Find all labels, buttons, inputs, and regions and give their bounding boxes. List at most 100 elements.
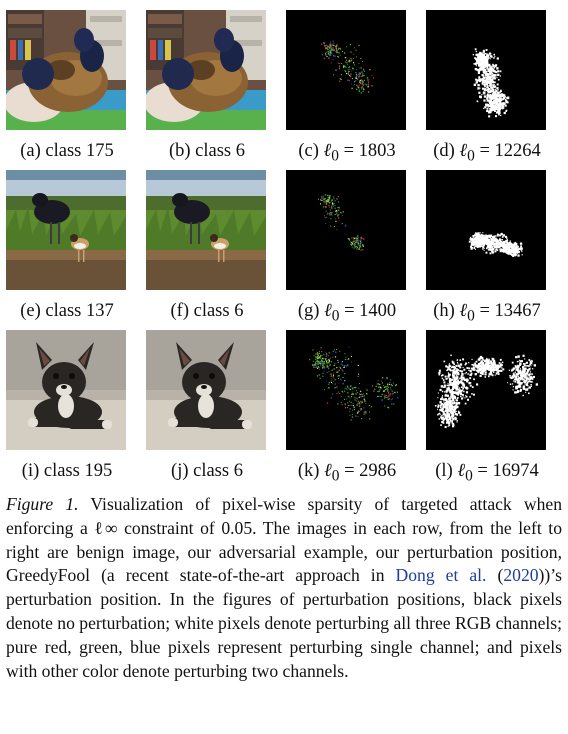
perturbation-pixel [327,194,329,196]
perturbation-pixel [483,107,485,109]
perturbation-pixel [325,217,327,218]
perturbation-pixel [499,364,501,367]
perturbation-pixel [353,83,355,85]
perturbation-pixel [520,363,522,365]
perturbation-pixel [378,383,380,385]
perturbation-pixel [363,398,365,400]
perturbation-pixel [452,398,454,400]
perturbation-pixel [329,43,332,45]
perturbation-pixel [482,50,485,53]
perturbation-pixel [387,389,389,391]
perturbation-pixel [453,405,457,408]
perturbation-pixel [315,366,317,368]
perturbation-pixel [317,354,319,356]
perturbation-pixel [483,49,485,51]
perturbation-pixel [360,408,362,410]
perturbation-pixel [512,243,515,247]
perturbation-pixel [524,381,526,383]
perturbation-pixel [486,357,488,360]
perturbation-pixel [445,415,447,417]
perturbation-pixel [530,375,533,379]
subfigure-label: (f) class 6 [170,301,244,321]
perturbation-pixel [351,246,353,248]
perturbation-pixel [352,237,354,239]
perturbation-pixel [318,356,320,358]
perturbation-pixel [501,244,504,247]
perturbation-pixel [480,360,483,363]
perturbation-pixel [385,396,387,399]
perturbation-pixel [339,67,341,69]
perturbation-pixel [349,414,351,416]
perturbation-pixel [499,234,502,237]
perturbation-pixel [472,364,475,367]
perturbation-pixel [328,359,330,361]
perturbation-pixel [464,402,467,405]
perturbation-pixel [365,410,367,413]
perturbation-pixel [471,367,473,370]
perturbation-pixel [474,63,477,66]
perturbation-pixel [481,60,483,62]
perturbation-pixel [456,360,458,362]
perturbation-pixel [440,398,443,401]
perturbation-pixel [482,232,484,234]
perturbation-pixel [363,393,364,395]
perturbation-pixel [477,55,480,58]
perturbation-pixel [447,368,449,371]
perturbation-pixel [369,411,370,413]
perturbation-pixel [495,367,497,369]
perturbation-pixel [453,363,455,365]
adversarial-image [146,10,266,130]
perturbation-pixel [446,387,449,390]
citation-year-link[interactable]: 2020 [503,565,539,586]
perturbation-pixel [519,242,523,245]
perturbation-pixel [333,203,335,205]
perturbation-pixel [494,98,497,100]
perturbation-pixel [331,200,333,202]
l0-count-value: 1400 [359,301,397,321]
perturbation-pixel [358,373,360,375]
perturbation-pixel [465,391,469,394]
perturbation-pixel [388,393,390,394]
perturbation-pixel [508,246,511,249]
perturbation-pixel [498,96,501,99]
perturbation-pixel [483,368,485,370]
perturbation-pixel [525,361,528,364]
perturbation-pixel [483,370,486,372]
perturbation-pixel [507,382,509,384]
perturbation-pixel [351,245,353,247]
perturbation-pixel [494,107,497,110]
perturbation-pixel [486,53,488,55]
perturbation-pixel [454,406,457,409]
perturbation-pixel [446,403,449,406]
perturbation-pixel [522,385,525,388]
perturbation-pixel [341,223,343,225]
perturbation-pixel [322,195,324,197]
perturbation-pixel [357,236,359,238]
perturbation-pixel [342,382,344,385]
perturbation-pixel [480,372,482,374]
perturbation-pixel [522,366,524,368]
perturbation-pixel [361,400,363,402]
perturbation-pixel [367,86,369,88]
citation-authors-link[interactable]: Dong et al. [395,565,487,586]
perturbation-pixel [358,63,360,64]
perturbation-pixel [313,366,315,368]
perturbation-pixel [339,68,340,70]
perturbation-pixel [470,247,473,250]
perturbation-pixel [356,246,358,248]
perturbation-pixel [330,213,332,215]
l0-count-value: 2986 [359,461,397,481]
perturbation-pixel [363,407,365,409]
perturbation-pixel [441,390,444,393]
perturbation-pixel [500,244,503,247]
perturbation-pixel [461,379,464,381]
perturbation-pixel [468,240,471,243]
perturbation-pixel [474,48,477,51]
perturbation-pixel [346,398,348,400]
perturbation-pixel [456,391,459,394]
perturbation-pixel [348,69,350,71]
perturbation-pixel [515,385,518,388]
perturbation-pixel [333,368,335,370]
perturbation-pixel [486,84,488,87]
perturbation-pixel [335,46,337,48]
